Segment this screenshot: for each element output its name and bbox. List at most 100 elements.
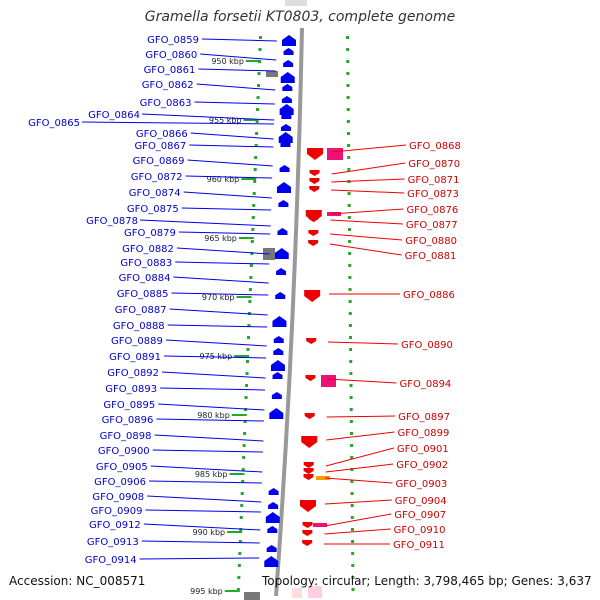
forward-gene-leader xyxy=(176,247,270,255)
tick-dot xyxy=(249,264,253,267)
forward-gene-leader xyxy=(175,261,270,265)
tick-dot xyxy=(347,192,351,195)
forward-gene-leader xyxy=(196,83,276,91)
tick-dot xyxy=(346,36,350,39)
forward-gene-leader xyxy=(158,403,265,411)
forward-gene-leader xyxy=(200,53,277,61)
reverse-gene-glyph xyxy=(308,216,319,222)
forward-gene-glyph xyxy=(280,72,295,83)
tick-dot xyxy=(250,240,254,243)
forward-gene-leader xyxy=(201,38,277,42)
reverse-gene-leader xyxy=(326,431,395,441)
forward-gene-label: GFO_0866 xyxy=(136,129,188,140)
genome-backbone xyxy=(274,27,304,597)
forward-gene-glyph xyxy=(278,200,289,207)
tick-dot xyxy=(256,96,260,99)
forward-gene-leader xyxy=(145,509,261,513)
map-title: Gramella forsetii KT0803, complete genom… xyxy=(144,9,456,25)
tick-dot xyxy=(350,504,354,507)
tick-dot xyxy=(250,252,254,255)
reverse-gene-label: GFO_0904 xyxy=(395,496,447,507)
tick-dot xyxy=(248,288,252,291)
tick-dot xyxy=(346,96,350,99)
scale-tick-label: 975 kbp xyxy=(200,352,233,361)
reverse-gene-label: GFO_0868 xyxy=(409,141,461,152)
reverse-gene-label: GFO_0897 xyxy=(398,412,450,423)
forward-gene-leader xyxy=(143,523,261,531)
reverse-gene-leader xyxy=(329,243,402,256)
forward-gene-label: GFO_0869 xyxy=(133,156,185,167)
forward-gene-label: GFO_0883 xyxy=(120,258,172,269)
tick-dot xyxy=(254,156,258,159)
reverse-gene-glyph xyxy=(304,290,321,302)
forward-gene-label: GFO_0861 xyxy=(144,65,196,76)
tick-dot xyxy=(257,72,261,75)
tick-dot xyxy=(237,576,241,579)
tick-dot xyxy=(252,192,256,195)
scale-tick-label: 955 kbp xyxy=(209,116,242,125)
reverse-gene-label: GFO_0899 xyxy=(398,428,450,439)
tick-dot xyxy=(348,300,352,303)
forward-gene-leader xyxy=(160,387,266,391)
reverse-gene-glyph xyxy=(303,462,314,468)
tick-dot xyxy=(349,432,353,435)
tick-dot xyxy=(346,132,350,135)
tick-dot xyxy=(246,348,250,351)
forward-gene-leader xyxy=(194,101,275,105)
tick-dot xyxy=(350,528,354,531)
scale-tick-label: 970 kbp xyxy=(202,293,235,302)
forward-gene-label: GFO_0874 xyxy=(129,188,181,199)
tick-dot xyxy=(350,468,354,471)
forward-gene-glyph xyxy=(279,104,294,115)
forward-gene-leader xyxy=(169,308,268,316)
forward-gene-label: GFO_0913 xyxy=(87,537,139,548)
tick-dot xyxy=(350,480,354,483)
scale-tick-label: 960 kbp xyxy=(207,175,240,184)
tick-dot xyxy=(349,408,353,411)
tick-dot xyxy=(239,516,243,519)
reverse-gene-glyph xyxy=(304,413,315,419)
reverse-gene-label: GFO_0873 xyxy=(407,189,459,200)
forward-gene-glyph xyxy=(283,60,294,67)
forward-gene-leader xyxy=(171,292,269,296)
tick-dot xyxy=(349,372,353,375)
reverse-gene-glyph xyxy=(303,474,314,480)
tick-dot xyxy=(246,336,250,339)
forward-gene-leader xyxy=(162,371,266,379)
forward-gene-label: GFO_0865 xyxy=(28,118,80,129)
tick-dot xyxy=(243,420,247,423)
tick-dot xyxy=(348,264,352,267)
tick-dot xyxy=(244,396,248,399)
forward-gene-glyph xyxy=(264,556,279,567)
reverse-gene-leader xyxy=(331,189,405,194)
tick-dot xyxy=(349,336,353,339)
forward-gene-leader xyxy=(181,207,272,211)
forward-gene-label: GFO_0914 xyxy=(85,555,137,566)
forward-gene-label: GFO_0908 xyxy=(92,492,144,503)
tick-dot xyxy=(238,552,242,555)
reverse-gene-leader xyxy=(327,378,397,384)
reverse-gene-label: GFO_0890 xyxy=(401,340,453,351)
forward-gene-glyph xyxy=(275,292,286,299)
tick-dot xyxy=(246,360,249,363)
tick-dot xyxy=(240,504,244,507)
reverse-gene-leader xyxy=(325,477,393,484)
pseudogene-glyph xyxy=(244,592,260,600)
reverse-gene-glyph xyxy=(299,500,316,512)
reverse-gene-leader xyxy=(326,415,396,418)
forward-gene-leader xyxy=(185,175,273,179)
tick-dot xyxy=(253,168,257,171)
tick-dot xyxy=(346,120,350,123)
reverse-gene-glyph xyxy=(309,178,320,184)
tick-dot xyxy=(238,540,242,543)
tick-dot xyxy=(245,384,249,387)
rna-gene-glyph xyxy=(321,375,336,387)
tick-dot xyxy=(351,552,355,555)
tick-dot xyxy=(349,420,353,423)
scale-tick-label: 950 kbp xyxy=(211,57,244,66)
tick-dot xyxy=(236,588,240,591)
forward-gene-glyph xyxy=(280,124,291,131)
forward-gene-glyph xyxy=(270,360,285,371)
pseudogene-glyph xyxy=(266,71,278,77)
tick-dot xyxy=(351,540,355,543)
